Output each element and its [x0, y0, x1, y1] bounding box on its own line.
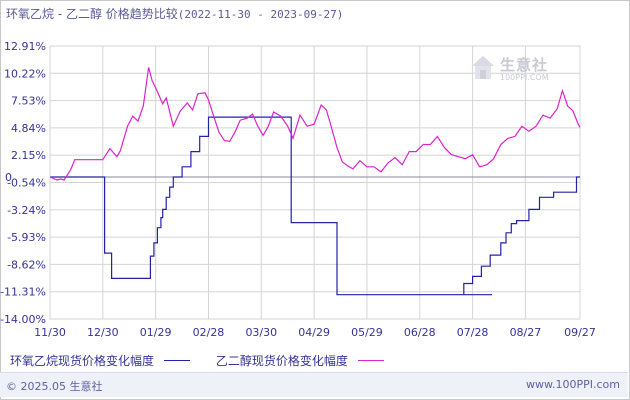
y-tick-label: -0.54%: [7, 176, 46, 189]
chart-title: 环氧乙烷 - 乙二醇 价格趋势比较(2022-11-30 - 2023-09-2…: [6, 5, 343, 22]
legend-swatch-series2: [357, 360, 384, 361]
y-tick-label: -3.24%: [7, 204, 46, 217]
x-tick-label: 08/27: [510, 326, 542, 339]
legend-item-series1: 环氧乙烷现货价格变化幅度: [10, 352, 191, 369]
series-line-ethylene-glycol: [49, 67, 581, 181]
x-tick-label: 01/29: [140, 326, 172, 339]
y-tick-label: 10.22%: [4, 67, 46, 80]
y-tick-label: -8.62%: [7, 258, 46, 271]
footer-site-link[interactable]: www.100PPI.com: [526, 378, 620, 391]
y-tick-label: -14.00%: [0, 313, 46, 326]
chart-legend: 环氧乙烷现货价格变化幅度 乙二醇现货价格变化幅度: [10, 352, 406, 369]
y-tick-label: 2.15%: [11, 149, 46, 162]
chart-title-main: 环氧乙烷 - 乙二醇 价格趋势比较: [6, 7, 178, 21]
x-tick-label: 11/30: [34, 326, 66, 339]
x-tick-label: 06/28: [404, 326, 436, 339]
x-tick-label: 09/27: [564, 326, 596, 339]
y-tick-label: -5.93%: [7, 231, 46, 244]
y-tick-label: 12.91%: [4, 40, 46, 53]
watermark-logo: 生意社 100PPI.COM: [470, 54, 590, 90]
legend-swatch-series1: [164, 360, 191, 361]
watermark-url: 100PPI.COM: [500, 73, 549, 82]
x-tick-label: 02/28: [193, 326, 225, 339]
x-tick-label: 07/28: [457, 326, 489, 339]
x-tick-label: 03/30: [245, 326, 277, 339]
footer-copyright: © 2025.05 生意社: [6, 380, 103, 393]
x-tick-label: 04/29: [298, 326, 330, 339]
x-tick-label: 12/30: [87, 326, 119, 339]
y-tick-label: 7.53%: [11, 95, 46, 108]
y-tick-label: 4.84%: [11, 122, 46, 135]
x-tick-label: 05/29: [351, 326, 383, 339]
legend-label-series1: 环氧乙烷现货价格变化幅度: [10, 354, 155, 368]
house-icon: [472, 56, 494, 79]
watermark-brand: 生意社: [500, 56, 549, 74]
chart-title-range: (2022-11-30 - 2023-09-27): [177, 8, 344, 21]
series-line-ethylene-oxide: [50, 116, 580, 296]
legend-label-series2: 乙二醇现货价格变化幅度: [215, 354, 348, 368]
legend-item-series2: 乙二醇现货价格变化幅度: [216, 352, 384, 369]
zero-label: 0: [5, 171, 12, 184]
footer-bar: © 2025.05 生意社 www.100PPI.com: [0, 372, 628, 397]
y-tick-label: -11.31%: [0, 286, 46, 299]
